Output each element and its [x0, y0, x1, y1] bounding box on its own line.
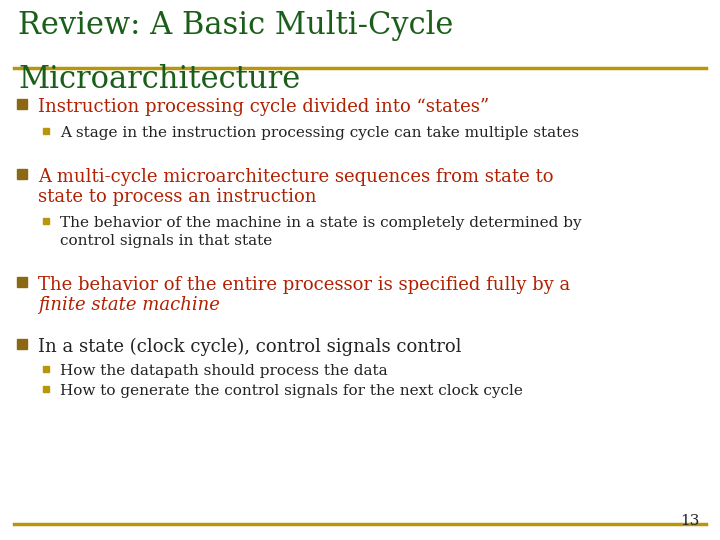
Text: Instruction processing cycle divided into “states”: Instruction processing cycle divided int…	[38, 98, 490, 116]
Text: A multi-cycle microarchitecture sequences from state to: A multi-cycle microarchitecture sequence…	[38, 168, 554, 186]
Text: In a state (clock cycle), control signals control: In a state (clock cycle), control signal…	[38, 338, 462, 356]
Text: How to generate the control signals for the next clock cycle: How to generate the control signals for …	[60, 384, 523, 398]
Text: Review: A Basic Multi-Cycle: Review: A Basic Multi-Cycle	[18, 10, 454, 41]
Text: A stage in the instruction processing cycle can take multiple states: A stage in the instruction processing cy…	[60, 126, 579, 140]
Text: The behavior of the entire processor is specified fully by a: The behavior of the entire processor is …	[38, 276, 570, 294]
Text: The behavior of the machine in a state is completely determined by: The behavior of the machine in a state i…	[60, 216, 582, 230]
Text: 13: 13	[680, 514, 700, 528]
Text: control signals in that state: control signals in that state	[60, 234, 272, 248]
Text: Microarchitecture: Microarchitecture	[18, 64, 300, 95]
Text: finite state machine: finite state machine	[38, 296, 220, 314]
Text: How the datapath should process the data: How the datapath should process the data	[60, 364, 387, 378]
Text: state to process an instruction: state to process an instruction	[38, 188, 317, 206]
